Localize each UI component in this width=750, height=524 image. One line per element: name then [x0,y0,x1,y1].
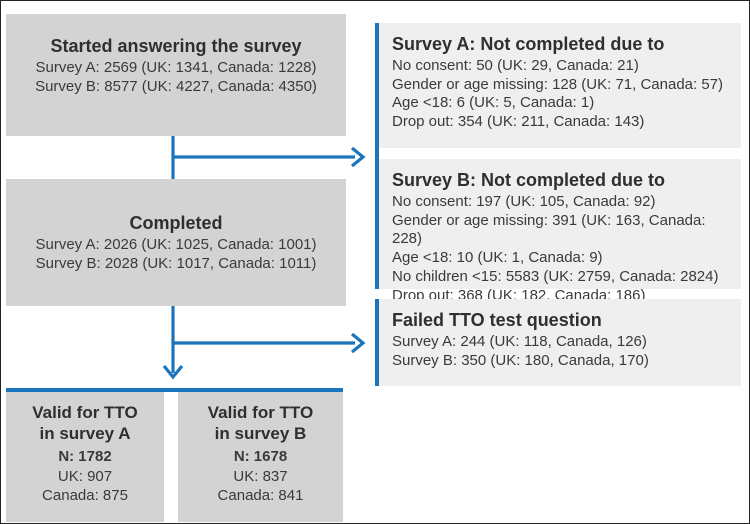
completed-title: Completed [129,212,223,233]
started-title: Started answering the survey [50,36,302,56]
valid-a-canada: Canada: 875 [42,487,128,504]
completed-survey-a: Survey A: 2026 (UK: 1025, Canada: 1001) [35,235,317,253]
valid-b-title-line1: Valid for TTO [207,403,314,422]
reason-line: Drop out: 354 (UK: 211, Canada: 143) [392,113,645,131]
arrowhead-down-icon [162,364,184,380]
valid-b-canada: Canada: 841 [217,487,304,504]
reason-line: Age <18: 10 (UK: 1, Canada: 9) [392,249,603,267]
reason-line: No consent: 50 (UK: 29, Canada: 21) [392,57,639,74]
reason-line: Gender or age missing: 128 (UK: 71, Cana… [392,75,724,93]
not-completed-a-title: Survey A: Not completed due to [392,34,665,54]
box-valid-tto-b: Valid for TTO in survey B N: 1678 UK: 83… [178,392,343,522]
box-failed-tto: Failed TTO test question Survey A: 244 (… [375,299,741,386]
valid-a-title-line2: in survey A [39,424,131,443]
completed-survey-b: Survey B: 2028 (UK: 1017, Canada: 1011) [35,254,317,272]
started-survey-b: Survey B: 8577 (UK: 4227, Canada: 4350) [35,77,317,95]
not-completed-b-title: Survey B: Not completed due to [392,170,666,190]
valid-a-uk: UK: 907 [57,467,113,485]
box-valid-tto-a: Valid for TTO in survey A N: 1782 UK: 90… [6,392,164,522]
valid-b-uk: UK: 837 [233,467,288,485]
reason-line: No consent: 197 (UK: 105, Canada: 92) [392,193,656,210]
failed-tto-survey-b: Survey B: 350 (UK: 180, Canada, 170) [392,351,649,369]
box-started-answering: Started answering the survey Survey A: 2… [6,14,346,136]
arrowhead-failed-tto-icon [350,332,366,354]
failed-tto-title: Failed TTO test question [392,310,602,330]
reason-line: Age <18: 6 (UK: 5, Canada: 1) [392,94,595,112]
started-survey-a: Survey A: 2569 (UK: 1341, Canada: 1228) [35,59,317,76]
valid-b-n: N: 1678 [233,448,288,465]
valid-b-title-line2: in survey B [214,424,307,443]
valid-a-title-line1: Valid for TTO [32,403,138,422]
box-completed: Completed Survey A: 2026 (UK: 1025, Cana… [6,179,346,306]
valid-boxes-top-bar [6,388,343,392]
not-completed-accent-bar [375,23,379,289]
failed-tto-survey-a: Survey A: 244 (UK: 118, Canada, 126) [392,333,647,350]
box-not-completed-b: Survey B: Not completed due to No consen… [379,159,741,304]
valid-a-n: N: 1782 [58,448,112,465]
reason-line: Gender or age missing: 391 (UK: 163, Can… [392,211,706,248]
box-not-completed-a: Survey A: Not completed due to No consen… [379,23,741,148]
reason-line: No children <15: 5583 (UK: 2759, Canada:… [392,267,719,285]
arrowhead-not-completed-icon [350,146,366,168]
